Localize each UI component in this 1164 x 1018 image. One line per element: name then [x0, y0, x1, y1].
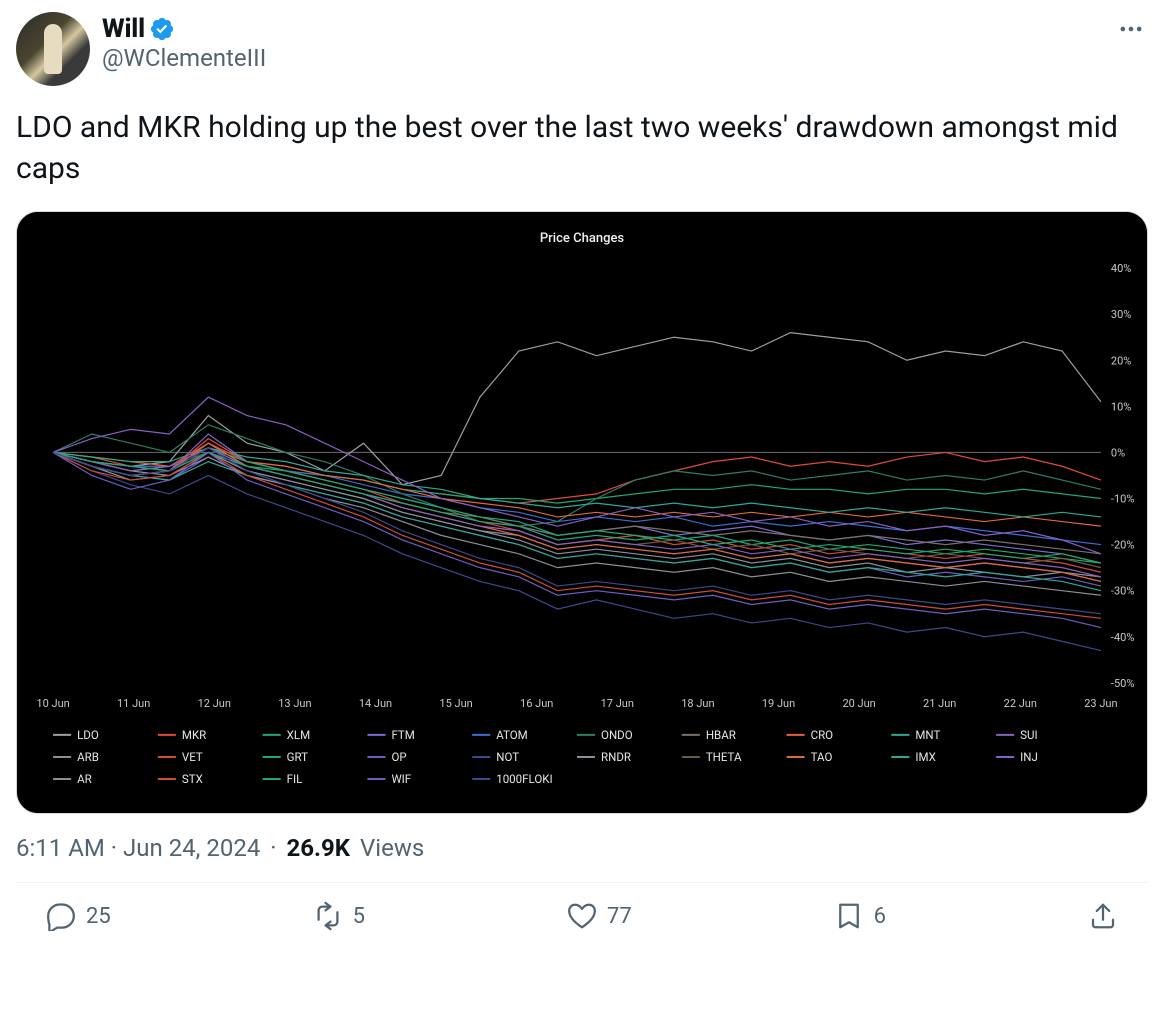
svg-text:40%: 40%: [1111, 262, 1131, 275]
svg-text:MNT: MNT: [915, 728, 940, 742]
handle[interactable]: @WClementeIII: [102, 44, 1102, 72]
svg-text:GRT: GRT: [287, 750, 308, 764]
retweet-button[interactable]: 5: [313, 901, 365, 931]
bookmark-count: 6: [874, 904, 886, 929]
tweet-container: Will @WClementeIII LDO and MKR holding u…: [0, 0, 1164, 947]
svg-text:OP: OP: [391, 750, 406, 764]
retweet-count: 5: [353, 904, 365, 929]
svg-text:-40%: -40%: [1111, 631, 1134, 644]
svg-text:20 Jun: 20 Jun: [842, 697, 875, 710]
svg-text:THETA: THETA: [706, 750, 742, 764]
tweet-timestamp[interactable]: 6:11 AM · Jun 24, 2024: [16, 834, 260, 862]
svg-text:19 Jun: 19 Jun: [762, 697, 795, 710]
svg-text:0%: 0%: [1111, 446, 1125, 459]
svg-text:30%: 30%: [1111, 308, 1131, 321]
views-count[interactable]: 26.9K: [287, 834, 351, 862]
svg-text:FIL: FIL: [287, 772, 303, 786]
reply-button[interactable]: 25: [46, 901, 111, 931]
svg-text:13 Jun: 13 Jun: [278, 697, 311, 710]
svg-text:NOT: NOT: [496, 750, 519, 764]
svg-text:14 Jun: 14 Jun: [359, 697, 392, 710]
svg-text:16 Jun: 16 Jun: [520, 697, 553, 710]
svg-text:RNDR: RNDR: [601, 750, 631, 764]
svg-text:1000FLOKI: 1000FLOKI: [496, 772, 552, 786]
svg-text:Price Changes: Price Changes: [540, 231, 625, 246]
svg-text:10 Jun: 10 Jun: [36, 697, 69, 710]
tweet-text: LDO and MKR holding up the best over the…: [16, 108, 1148, 189]
svg-text:SUI: SUI: [1020, 728, 1037, 742]
svg-text:IMX: IMX: [915, 750, 936, 764]
svg-text:XLM: XLM: [287, 728, 310, 742]
action-bar: 25 5 77 6: [16, 883, 1148, 943]
svg-text:ONDO: ONDO: [601, 728, 633, 742]
svg-text:-10%: -10%: [1111, 493, 1134, 506]
svg-text:22 Jun: 22 Jun: [1004, 697, 1037, 710]
like-count: 77: [607, 904, 632, 929]
svg-text:-50%: -50%: [1111, 677, 1134, 690]
svg-text:AR: AR: [77, 772, 92, 786]
svg-text:20%: 20%: [1111, 354, 1131, 367]
svg-text:17 Jun: 17 Jun: [601, 697, 634, 710]
svg-text:ARB: ARB: [77, 750, 99, 764]
views-label: Views: [360, 834, 424, 862]
svg-text:11 Jun: 11 Jun: [117, 697, 150, 710]
svg-text:INJ: INJ: [1020, 750, 1038, 764]
chart-image[interactable]: Price Changes 40% 30% 20% 10% 0% -10% -20% -30% -…: [16, 211, 1148, 814]
svg-text:STX: STX: [182, 772, 203, 786]
svg-text:18 Jun: 18 Jun: [681, 697, 714, 710]
svg-text:MKR: MKR: [182, 728, 206, 742]
svg-text:-20%: -20%: [1111, 539, 1134, 552]
display-name[interactable]: Will: [102, 14, 145, 44]
reply-icon: [46, 901, 76, 931]
tweet-header: Will @WClementeIII: [16, 12, 1148, 86]
verified-badge-icon: [149, 16, 175, 42]
svg-text:23 Jun: 23 Jun: [1084, 697, 1117, 710]
svg-text:VET: VET: [182, 750, 203, 764]
svg-text:HBAR: HBAR: [706, 728, 736, 742]
avatar[interactable]: [16, 12, 90, 86]
svg-text:TAO: TAO: [811, 750, 833, 764]
svg-text:21 Jun: 21 Jun: [923, 697, 956, 710]
svg-text:-30%: -30%: [1111, 585, 1134, 598]
heart-icon: [567, 901, 597, 931]
tweet-meta: 6:11 AM · Jun 24, 2024 · 26.9K Views: [16, 834, 1148, 862]
svg-text:FTM: FTM: [391, 728, 414, 742]
svg-text:10%: 10%: [1111, 400, 1131, 413]
reply-count: 25: [86, 904, 111, 929]
bookmark-button[interactable]: 6: [834, 901, 886, 931]
svg-text:LDO: LDO: [77, 728, 99, 742]
bookmark-icon: [834, 901, 864, 931]
author-block: Will @WClementeIII: [102, 12, 1102, 72]
svg-text:12 Jun: 12 Jun: [198, 697, 231, 710]
svg-text:CRO: CRO: [811, 728, 834, 742]
share-button[interactable]: [1088, 901, 1118, 931]
retweet-icon: [313, 901, 343, 931]
svg-text:WIF: WIF: [391, 772, 411, 786]
svg-text:ATOM: ATOM: [496, 728, 527, 742]
price-changes-chart: Price Changes 40% 30% 20% 10% 0% -10% -20% -30% -…: [17, 212, 1147, 813]
like-button[interactable]: 77: [567, 901, 632, 931]
share-icon: [1088, 901, 1118, 931]
svg-text:15 Jun: 15 Jun: [439, 697, 472, 710]
more-button[interactable]: [1114, 12, 1148, 46]
